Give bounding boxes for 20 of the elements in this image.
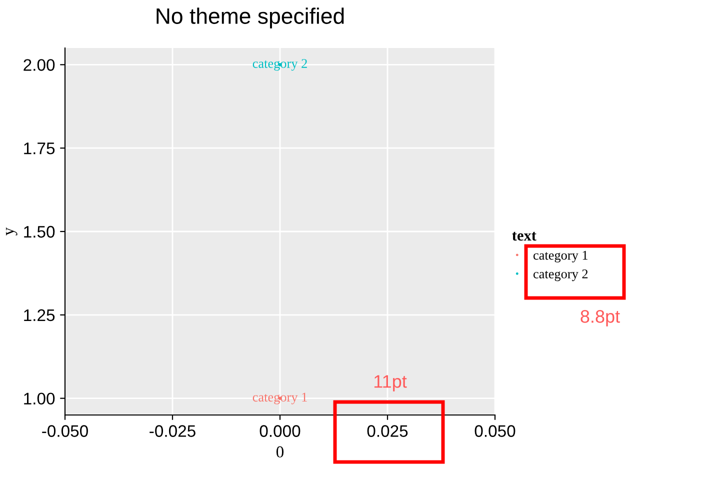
y-tick-label: 1.75 xyxy=(24,142,55,154)
y-tick-label: 1.00 xyxy=(24,392,55,405)
x-axis-title: 0 xyxy=(276,446,284,458)
text: category 1 xyxy=(252,392,307,404)
y-tick-label: 1.25 xyxy=(24,309,55,322)
annotation: 11pt xyxy=(374,375,407,392)
x-tick-label: 0.025 xyxy=(367,425,408,437)
y-tick-label: 1.50 xyxy=(24,226,55,238)
text: category 2 xyxy=(252,59,307,71)
x-tick-label: 0.050 xyxy=(474,425,516,437)
y-axis-title: y xyxy=(6,227,18,236)
chart-title: No theme specified xyxy=(156,8,344,28)
legend-label: category 1 xyxy=(533,250,588,262)
legend-title: text xyxy=(512,232,536,241)
x-tick-label: -0.050 xyxy=(42,425,88,437)
x-tick-label: -0.025 xyxy=(150,425,196,437)
x-tick-label: 0.000 xyxy=(260,425,300,437)
text: 8.8pt xyxy=(580,310,620,326)
y-tick-label: 2.00 xyxy=(24,59,55,71)
legend-label: category 2 xyxy=(533,270,588,282)
